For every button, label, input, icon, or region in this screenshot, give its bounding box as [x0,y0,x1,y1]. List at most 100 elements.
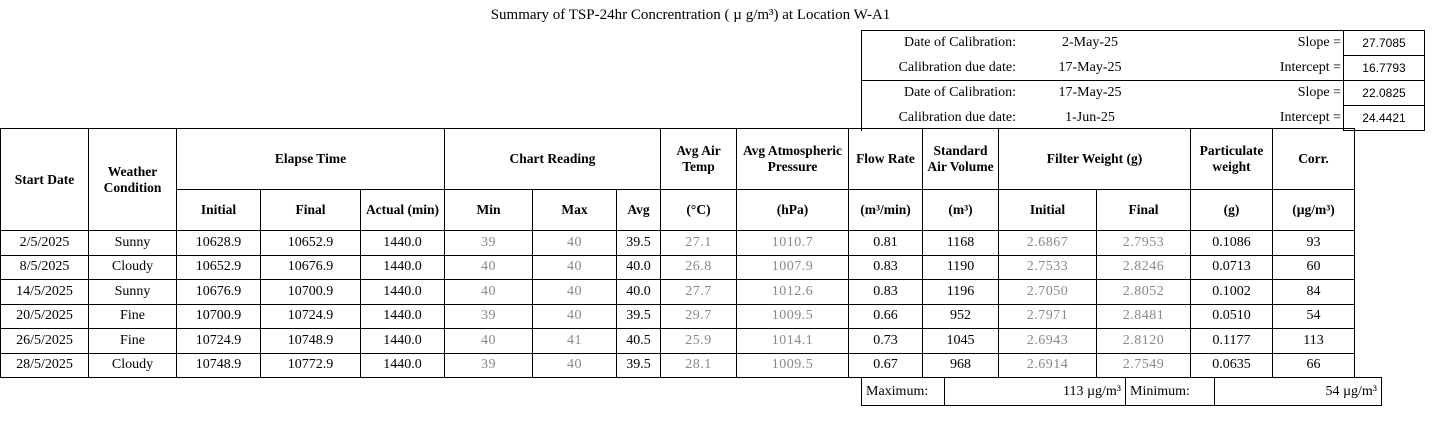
cell-min: 39 [444,303,533,329]
cell-actual: 1440.0 [360,279,445,305]
header-particulate-unit: (g) [1190,189,1273,231]
header-filter-final: Final [1096,189,1191,231]
cell-weather: Sunny [88,279,177,305]
header-pressure-unit: (hPa) [736,189,849,231]
cell-temp: 27.1 [660,230,737,256]
cell-max: 40 [532,230,617,256]
cell-volume: 1168 [922,230,999,256]
header-chart-min: Min [444,189,533,231]
cell-avg: 40.5 [616,328,661,354]
cell-f-initial: 2.6943 [998,328,1097,354]
cell-flow: 0.67 [848,352,923,378]
calibration-value: 24.4421 [1343,105,1425,131]
cell-initial: 10628.9 [176,230,261,256]
cell-f-final: 2.7549 [1096,352,1191,378]
summary-table: Start Date Weather Condition Elapse Time… [0,128,1355,378]
table-row: 14/5/2025 Sunny 10676.9 10700.9 1440.0 40 40 40… [0,279,1355,305]
calibration-date-label: Calibration due date: [861,105,1020,131]
header-filter-weight: Filter Weight (g) [998,128,1191,190]
cell-date: 28/5/2025 [0,352,89,378]
cell-avg: 39.5 [616,230,661,256]
calibration-key-label: Intercept = [1279,59,1341,75]
cell-flow: 0.66 [848,303,923,329]
cell-f-final: 2.8246 [1096,254,1191,280]
cell-f-final: 2.8481 [1096,303,1191,329]
header-start-date: Start Date [0,128,89,231]
cell-max: 41 [532,328,617,354]
cell-pressure: 1009.5 [736,303,849,329]
cell-weather: Cloudy [88,254,177,280]
calibration-key-label: Intercept = [1279,110,1341,125]
cell-initial: 10676.9 [176,279,261,305]
calibration-row: Date of Calibration: 17-May-25 Slope = 22.0… [861,80,1425,106]
header-chart-reading: Chart Reading [444,128,661,190]
cell-min: 39 [444,230,533,256]
header-standard-air-volume: Standard Air Volume [922,128,999,190]
cell-date: 2/5/2025 [0,230,89,256]
header-avg-air-temp: Avg Air Temp [660,128,737,190]
cell-temp: 28.1 [660,352,737,378]
header-flow-rate: Flow Rate [848,128,923,190]
cell-actual: 1440.0 [360,230,445,256]
cell-corr: 113 [1272,328,1355,354]
cell-volume: 968 [922,352,999,378]
cell-avg: 39.5 [616,352,661,378]
calibration-row: Calibration due date: 1-Jun-25 Intercept =… [861,105,1425,131]
header-row-bottom: Initial Final Actual (min) Min Max Avg (… [1,189,1355,231]
header-chart-avg: Avg [616,189,661,231]
cell-particulate: 0.1002 [1190,279,1273,305]
cell-particulate: 0.0635 [1190,352,1273,378]
cell-particulate: 0.1086 [1190,230,1273,256]
cell-particulate: 0.0510 [1190,303,1273,329]
cell-actual: 1440.0 [360,303,445,329]
calibration-date-value: 1-Jun-25 [1065,110,1115,125]
calibration-date-value: 2-May-25 [1020,30,1180,56]
cell-max: 40 [532,254,617,280]
cell-f-initial: 2.6867 [998,230,1097,256]
header-elapse-time: Elapse Time [176,128,445,190]
cell-volume: 1196 [922,279,999,305]
cell-final: 10772.9 [260,352,361,378]
cell-flow: 0.73 [848,328,923,354]
calibration-date-label: Calibration due date: [861,55,1020,81]
cell-particulate: 0.1177 [1190,328,1273,354]
cell-initial: 10700.9 [176,303,261,329]
cell-min: 40 [444,328,533,354]
cell-final: 10748.9 [260,328,361,354]
calibration-row: Date of Calibration: 2-May-25 Slope = 27.70… [861,30,1425,56]
cell-pressure: 1014.1 [736,328,849,354]
cell-flow: 0.81 [848,230,923,256]
cell-date: 14/5/2025 [0,279,89,305]
cell-corr: 84 [1272,279,1355,305]
cell-final: 10700.9 [260,279,361,305]
calibration-date-value: 17-May-25 [1058,59,1122,75]
calibration-date-value: 17-May-25 [1020,80,1180,106]
table-row: 26/5/2025 Fine 10724.9 10748.9 1440.0 40 41 40.… [0,328,1355,354]
calibration-date-label: Date of Calibration: [861,80,1020,106]
cell-f-final: 2.8052 [1096,279,1191,305]
cell-max: 40 [532,303,617,329]
cell-temp: 27.7 [660,279,737,305]
cell-corr: 60 [1272,254,1355,280]
cell-volume: 1190 [922,254,999,280]
cell-date: 20/5/2025 [0,303,89,329]
cell-f-initial: 2.7050 [998,279,1097,305]
cell-avg: 40.0 [616,279,661,305]
cell-flow: 0.83 [848,279,923,305]
table-row: 28/5/2025 Cloudy 10748.9 10772.9 1440.0 39 40 3… [0,352,1355,378]
cell-min: 40 [444,254,533,280]
cell-min: 39 [444,352,533,378]
cell-temp: 29.7 [660,303,737,329]
page-title: Summary of TSP-24hr Concrentration ( µ g… [490,7,891,23]
table-row: 2/5/2025 Sunny 10628.9 10652.9 1440.0 39 40 39.… [0,230,1355,256]
header-elapse-actual: Actual (min) [360,189,445,231]
cell-f-final: 2.7953 [1096,230,1191,256]
header-corr: Corr. [1272,128,1355,190]
cell-initial: 10724.9 [176,328,261,354]
cell-pressure: 1007.9 [736,254,849,280]
summary-footer: Maximum: 113 µg/m³ Minimum: 54 µg/m³ [861,377,1382,406]
calibration-key-label: Slope = [1180,80,1344,106]
cell-pressure: 1009.5 [736,352,849,378]
cell-flow: 0.83 [848,254,923,280]
cell-actual: 1440.0 [360,352,445,378]
